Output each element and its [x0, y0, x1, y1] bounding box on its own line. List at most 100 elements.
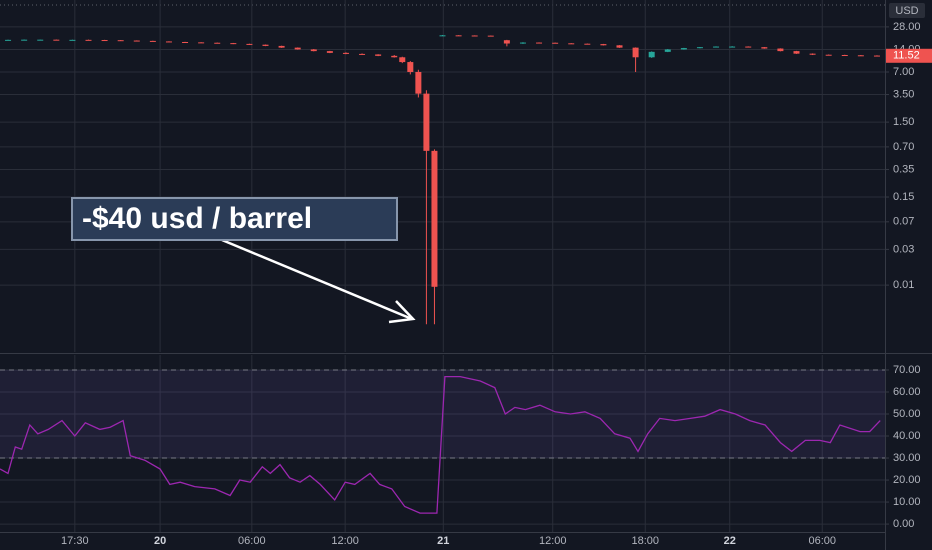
candle-body — [503, 40, 510, 44]
annotation-text: -$40 usd / barrel — [82, 202, 312, 235]
candle-body — [745, 46, 752, 48]
currency-box — [889, 3, 925, 18]
x-tick-label: 20 — [154, 535, 166, 547]
x-tick-label: 18:00 — [631, 535, 659, 547]
y-tick-label: 0.35 — [893, 163, 914, 175]
axes: USD 28.0014.007.003.501.500.700.350.150.… — [61, 3, 932, 547]
candle-body — [407, 62, 414, 72]
candle-body — [519, 42, 526, 44]
y-tick-label: 50.00 — [893, 408, 921, 420]
candle-body — [568, 43, 575, 45]
candle-body — [294, 47, 301, 50]
y-tick-label: 0.15 — [893, 191, 914, 203]
candle-body — [230, 43, 237, 45]
candle-body — [648, 51, 655, 58]
candle-body — [431, 150, 438, 287]
y-tick-label: 10.00 — [893, 496, 921, 508]
candle-body — [552, 42, 559, 44]
candle-body — [857, 55, 864, 57]
y-tick-label: 0.00 — [893, 518, 914, 530]
candle-body — [841, 55, 848, 57]
candle-body — [632, 47, 639, 58]
candle-body — [182, 41, 189, 43]
rsi-pane — [0, 355, 885, 532]
x-tick-label: 06:00 — [238, 535, 266, 547]
candle-body — [455, 35, 462, 37]
candle-body — [536, 42, 543, 44]
candle-body — [165, 41, 172, 43]
candle-body — [246, 43, 253, 45]
y-tick-label: 0.01 — [893, 279, 914, 291]
candle-body — [809, 53, 816, 55]
candle-body — [37, 39, 44, 41]
candle-body — [616, 45, 623, 48]
y-tick-label: 28.00 — [893, 21, 921, 33]
y-tick-label: 40.00 — [893, 430, 921, 442]
candle-body — [214, 42, 221, 44]
candle-body — [53, 39, 60, 41]
candle-body — [262, 44, 269, 46]
candle-body — [713, 46, 720, 48]
x-tick-label: 12:00 — [331, 535, 359, 547]
candle-body — [342, 52, 349, 54]
candle-body — [487, 35, 494, 37]
y-tick-label: 7.00 — [893, 66, 914, 78]
candle-body — [423, 93, 430, 151]
last-price-box — [886, 48, 932, 63]
candle-body — [117, 40, 124, 42]
x-tick-label: 17:30 — [61, 535, 89, 547]
annotation-arrow — [221, 238, 413, 321]
y-tick-label: 0.07 — [893, 216, 914, 228]
candle-body — [873, 55, 880, 57]
candle-body — [69, 39, 76, 41]
candle-body — [600, 44, 607, 46]
y-tick-label: 70.00 — [893, 364, 921, 376]
candle-body — [85, 39, 92, 41]
candle-body — [149, 40, 156, 42]
y-tick-label: 3.50 — [893, 88, 914, 100]
candle-body — [696, 47, 703, 49]
x-tick-label: 06:00 — [808, 535, 836, 547]
candle-body — [198, 42, 205, 44]
candle-body — [415, 71, 422, 94]
x-tick-label: 12:00 — [539, 535, 567, 547]
y-tick-label: 60.00 — [893, 386, 921, 398]
y-tick-label: 1.50 — [893, 116, 914, 128]
candle-body — [359, 53, 366, 55]
arrow-head — [388, 300, 416, 324]
candle-body — [584, 43, 591, 45]
candle-body — [326, 51, 333, 53]
candle-body — [310, 49, 317, 52]
candle-body — [21, 39, 28, 41]
candle-body — [825, 54, 832, 56]
x-tick-label: 21 — [437, 535, 449, 547]
y-tick-label: 20.00 — [893, 474, 921, 486]
price-pane — [0, 0, 885, 352]
y-tick-label: 0.70 — [893, 141, 914, 153]
candle-body — [777, 48, 784, 52]
candle-body — [729, 46, 736, 48]
candle-body — [761, 47, 768, 49]
candle-body — [5, 39, 12, 41]
y-tick-label: 30.00 — [893, 452, 921, 464]
rsi-line — [0, 375, 881, 514]
annotation-box — [71, 197, 398, 241]
currency-label: USD — [895, 5, 918, 17]
y-tick-label: 0.03 — [893, 243, 914, 255]
candle-body — [391, 55, 398, 58]
x-tick-label: 22 — [724, 535, 736, 547]
candle-body — [101, 40, 108, 42]
annotation: -$40 usd / barrel — [71, 197, 416, 324]
candle-body — [680, 48, 687, 50]
candle-body — [471, 35, 478, 37]
candle-body — [664, 49, 671, 52]
last-price-label: 11.52 — [893, 50, 920, 62]
candle-body — [399, 57, 406, 63]
candle-body — [133, 40, 140, 42]
candle-body — [278, 45, 285, 48]
candle-body — [439, 35, 446, 37]
candle-body — [793, 51, 800, 54]
